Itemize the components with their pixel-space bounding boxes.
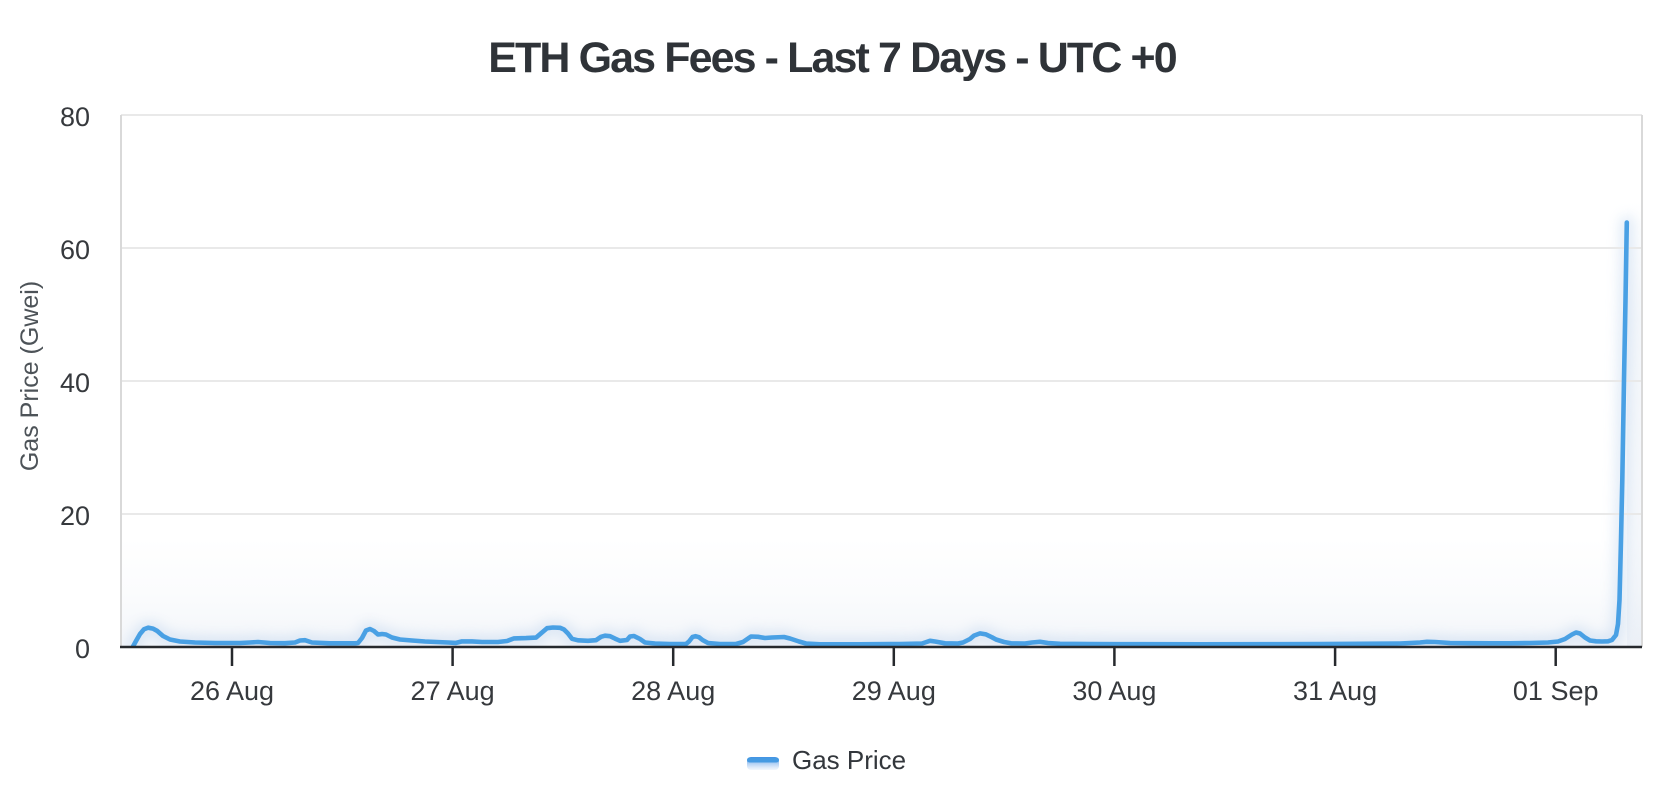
svg-text:01 Sep: 01 Sep — [1513, 676, 1599, 706]
svg-text:29 Aug: 29 Aug — [852, 676, 936, 706]
svg-text:0: 0 — [75, 634, 90, 664]
svg-text:40: 40 — [60, 368, 90, 398]
svg-text:ETH Gas Fees - Last 7 Days - U: ETH Gas Fees - Last 7 Days - UTC +0 — [488, 34, 1176, 82]
svg-text:31 Aug: 31 Aug — [1293, 676, 1377, 706]
svg-text:80: 80 — [60, 102, 90, 132]
svg-text:60: 60 — [60, 235, 90, 265]
svg-text:30 Aug: 30 Aug — [1072, 676, 1156, 706]
svg-text:28 Aug: 28 Aug — [631, 676, 715, 706]
svg-text:26 Aug: 26 Aug — [190, 676, 274, 706]
svg-text:20: 20 — [60, 501, 90, 531]
svg-text:Gas Price (Gwei): Gas Price (Gwei) — [16, 281, 44, 471]
svg-text:Gas Price: Gas Price — [792, 745, 906, 775]
svg-text:27 Aug: 27 Aug — [411, 676, 495, 706]
